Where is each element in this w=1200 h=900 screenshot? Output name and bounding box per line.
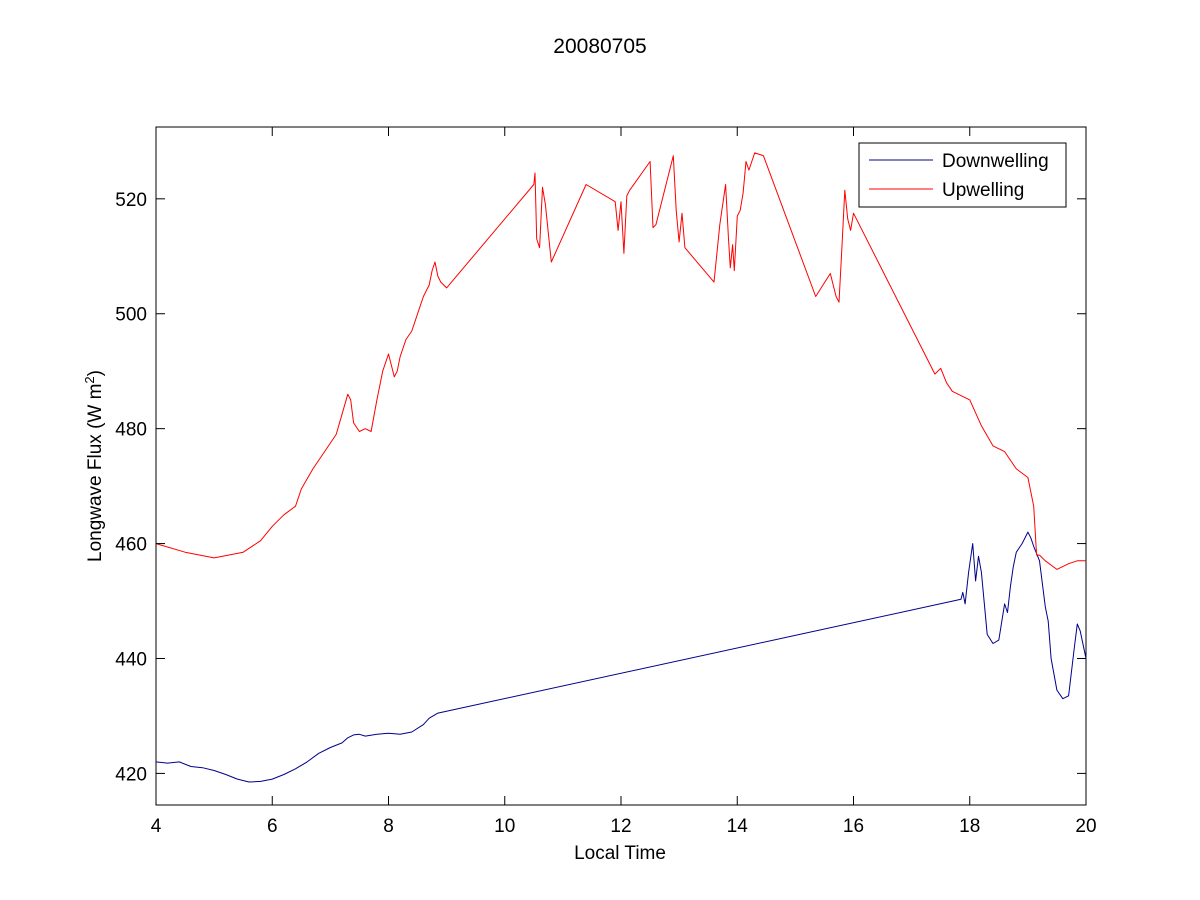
legend: Downwelling Upwelling — [858, 142, 1067, 208]
y-tick-label: 480 — [115, 420, 147, 441]
x-tick-label: 8 — [383, 816, 394, 837]
series-line-upwelling — [155, 152, 1086, 570]
y-axis-label-superscript: 2 — [82, 376, 97, 383]
y-tick-label: 500 — [115, 305, 147, 326]
x-axis-label: Local Time — [574, 843, 666, 864]
plot-area: 4 6 8 10 12 14 16 18 20 420 440 460 480 500 520 — [115, 126, 1097, 837]
plot-frame — [155, 126, 1087, 806]
y-axis-label-close: ) — [85, 370, 106, 376]
y-tick-label: 520 — [115, 190, 147, 211]
y-tick-label: 460 — [115, 535, 147, 556]
x-axis-ticks: 4 6 8 10 12 14 16 18 20 — [151, 127, 1097, 837]
chart-title: 20080705 — [553, 35, 646, 58]
y-tick-label: 440 — [115, 649, 147, 670]
x-tick-label: 14 — [727, 816, 749, 837]
x-tick-label: 10 — [494, 816, 515, 837]
x-tick-label: 4 — [151, 816, 162, 837]
x-tick-label: 12 — [610, 816, 631, 837]
legend-label-upwelling: Upwelling — [942, 180, 1024, 201]
series-line-downwelling — [155, 531, 1087, 783]
legend-label-downwelling: Downwelling — [942, 151, 1049, 172]
legend-box — [858, 142, 1067, 208]
x-tick-label: 16 — [843, 816, 864, 837]
y-axis-label: Longwave Flux (W m2) — [82, 370, 107, 562]
y-axis-label-text: Longwave Flux (W m — [85, 384, 106, 562]
y-tick-label: 420 — [115, 764, 147, 785]
x-tick-label: 6 — [267, 816, 278, 837]
x-tick-label: 18 — [959, 816, 980, 837]
x-tick-label: 20 — [1075, 816, 1096, 837]
y-axis-ticks: 420 440 460 480 500 520 — [115, 190, 1086, 785]
series-layer — [155, 152, 1087, 783]
